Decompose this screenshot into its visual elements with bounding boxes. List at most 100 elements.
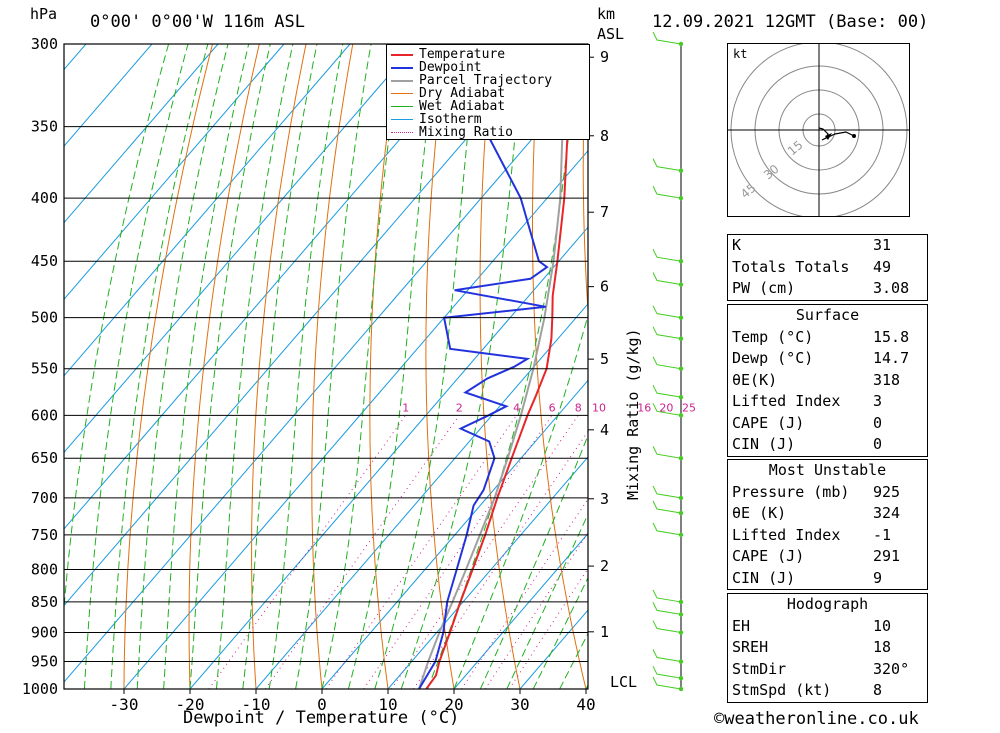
dewpoint-line [418,44,549,689]
isotherm-line [64,73,588,683]
wind-barb [652,403,682,416]
mixing-ratio-label: 25 [682,401,696,414]
x-tick-label: 0 [317,695,327,714]
surface-table: Surface Temp (°C) 15.8 Dewp (°C) 14.7 θE(K… [727,304,928,457]
surface-title: Surface [795,306,860,324]
index-row-k: K 31 [732,236,892,254]
wind-barb [652,676,682,690]
wind-barb [652,485,682,499]
wet-adiabat-line [242,44,318,689]
pressure-tick-label: 600 [31,406,58,424]
surface-row: Lifted Index 3 [732,392,883,410]
copyright-text: ©weatheronline.co.uk [714,709,919,729]
pressure-tick-label: 800 [31,560,58,578]
wind-barb [652,272,682,286]
pressure-tick-label: 350 [31,118,58,136]
index-row-totals: Totals Totals 49 [732,257,892,276]
wet-adiabat-line [83,44,189,689]
wet-adiabat-line [189,44,271,689]
dry-adiabat-line [532,44,587,689]
pressure-tick-label: 500 [31,309,58,327]
hodograph-unit: kt [733,47,748,61]
mixing-ratio-label: 6 [549,401,556,414]
km-tick-label: 3 [600,490,609,508]
most-unstable-table: Most Unstable Pressure (mb) 925 θE (K) 324… [727,459,928,590]
wet-adiabat-line [136,44,229,689]
wind-barb [652,649,682,663]
mixing-ratio-line [325,415,518,689]
isotherm-line [123,149,588,689]
dry-adiabat-line [123,44,213,689]
asl-label: ASL [597,25,625,43]
km-tick-label: 5 [600,350,609,368]
pressure-tick-label: 700 [31,489,58,507]
most-unstable-row: Lifted Index -1 [732,525,892,544]
mixing-ratio-axis-label: Mixing Ratio (g/kg) [624,328,642,500]
wet-adiabat-line [506,512,588,689]
hodograph-row: SREH 18 [732,638,892,656]
x-tick-label: 20 [444,695,463,714]
isotherm-line [64,44,285,300]
temperature-line [425,44,576,689]
hodograph-plot: 15 30 45 [728,44,909,216]
wind-barb [652,620,682,634]
mixing-ratio-line [208,415,407,689]
wind-barb [652,500,682,514]
km-tick-label: 7 [600,203,609,221]
hodograph-trace [818,127,855,141]
isotherm-line [64,44,219,224]
pressure-tick-label: 1000 [22,680,58,698]
wet-adiabat-line [295,44,372,689]
wind-barb [652,31,682,45]
plot-frame [63,43,589,690]
isotherm-line [0,44,20,689]
mixing-ratio-label: 2 [456,401,463,414]
isotherm-line [64,44,351,377]
wind-barb [652,305,682,319]
isotherm-line [387,456,588,689]
lcl-label: LCL [610,673,638,691]
legend-mixing-ratio: Mixing Ratio [391,126,513,139]
isotherm-line [189,226,588,689]
most-unstable-row: CAPE (J) 291 [732,547,901,565]
mixing-ratio-line [264,415,460,689]
mixing-ratio-label: 16 [637,401,651,414]
x-tick-label: 10 [378,695,397,714]
wind-barb [652,356,682,370]
hodo-ring-45: 45 [738,181,759,202]
pressure-tick-label: 400 [31,189,58,207]
hodograph-table-title: Hodograph [786,595,869,613]
x-tick-label: 30 [510,695,529,714]
km-tick-label: 8 [600,127,609,145]
storm-motion-marker [825,133,832,140]
mixing-ratio-label: 20 [659,401,673,414]
wind-barb [652,589,682,603]
hodograph-row: EH 10 [732,616,892,635]
wind-barb [652,326,682,340]
x-tick-label: 40 [576,695,595,714]
mixing-ratio-line [508,567,588,689]
surface-row: CAPE (J) 0 [732,413,883,432]
wet-adiabat-line [163,44,250,689]
dry-adiabat-line [369,44,401,689]
km-label: km [597,5,616,23]
hodograph-end-point [852,134,856,138]
mixing-ratio-label: 4 [513,401,520,414]
wind-barb [652,158,682,172]
wind-barb [652,445,682,459]
wind-barb [652,602,682,615]
wind-barb [652,185,682,199]
mixing-ratio-line [363,415,553,689]
most-unstable-row: Pressure (mb) 925 [732,482,901,501]
pressure-tick-label: 850 [31,593,58,611]
dry-adiabat-line [251,44,307,689]
legend-wet-adiabat: Wet Adiabat [391,100,505,113]
dry-adiabat-line [961,44,1000,689]
wind-barb [652,665,682,679]
stability-indices-table: K 31 Totals Totals 49 PW (cm) 3.08 [727,234,928,301]
km-tick-label: 9 [600,48,609,66]
pressure-tick-label: 650 [31,449,58,467]
legend-parcel: Parcel Trajectory [391,74,552,87]
wet-adiabat-line [64,44,170,614]
